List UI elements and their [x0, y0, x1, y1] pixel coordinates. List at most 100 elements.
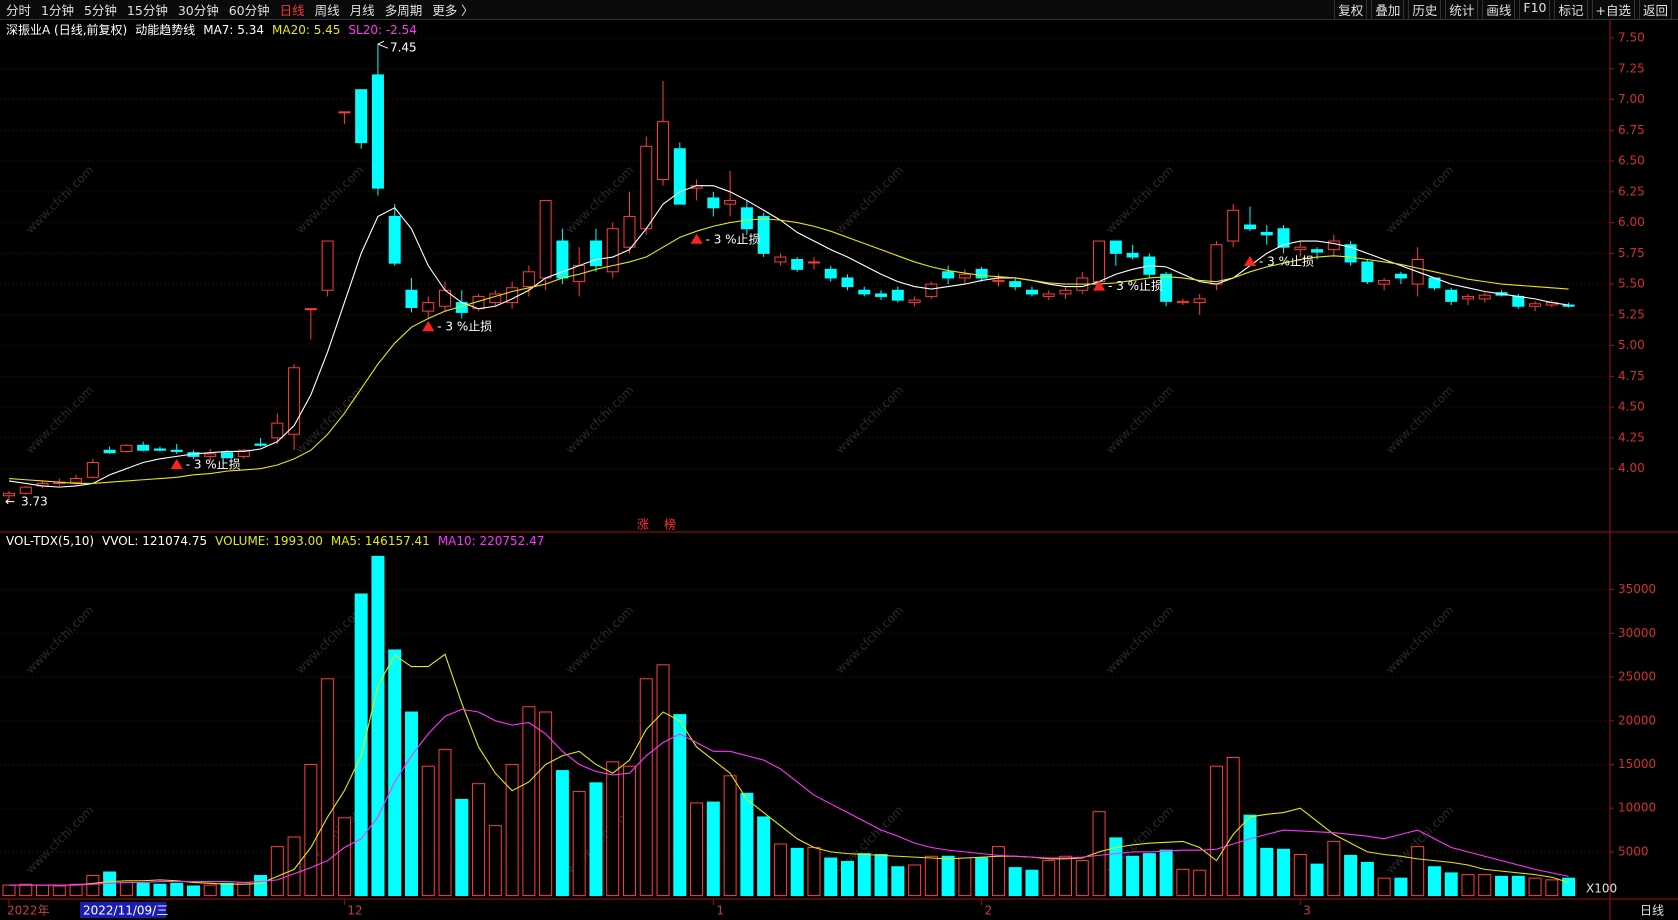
volume-bar — [19, 883, 33, 897]
volume-bar — [1528, 877, 1542, 897]
stop-label: - 3 %止损 — [1259, 254, 1314, 268]
volume-bar — [1495, 875, 1509, 897]
period-tabs: 分时 1分钟 5分钟 15分钟 30分钟 60分钟 日线 周线 月线 多周期 更多 〉 — [0, 0, 480, 19]
candle-body — [841, 277, 854, 288]
indicator-name: 动能趋势线 — [135, 23, 196, 37]
period-tab[interactable]: 60分钟 — [228, 3, 270, 18]
volume-bar — [1427, 866, 1441, 897]
ma-line — [8, 185, 1569, 488]
candle-body — [1109, 240, 1122, 254]
x-tick-label: 3 — [1303, 904, 1311, 918]
candle-body — [153, 448, 166, 451]
tool-button[interactable]: +自选 — [1591, 0, 1635, 20]
candle-body — [925, 283, 938, 297]
volume-bar — [1159, 849, 1173, 897]
ma-line — [8, 218, 1569, 484]
candle-body — [1394, 273, 1407, 279]
candle-body — [86, 462, 99, 478]
tool-button[interactable]: 叠加 — [1371, 0, 1405, 20]
candle-body — [1512, 295, 1525, 307]
candle-body — [1243, 224, 1256, 230]
candle-body — [891, 289, 904, 301]
candle-body — [1160, 273, 1173, 302]
tool-button[interactable]: 标记 — [1554, 0, 1588, 20]
legend-entry: MA10: 220752.47 — [437, 534, 545, 548]
watermark: www.cfchi.com — [563, 603, 637, 677]
candle-body — [1562, 304, 1575, 307]
candle-body — [103, 449, 116, 454]
candle-body — [975, 268, 988, 279]
volume-bar — [1293, 854, 1307, 897]
candle-body — [1361, 261, 1374, 283]
x-tick-label: 2022年 — [7, 904, 50, 918]
candle-body — [1344, 244, 1357, 263]
volume-bar — [304, 763, 318, 897]
period-tab[interactable]: 5分钟 — [83, 3, 117, 18]
volume-bar — [1545, 879, 1559, 897]
tool-button[interactable]: 统计 — [1445, 0, 1479, 20]
volume-bar — [891, 866, 905, 897]
price-legend: 深振业A (日线,前复权) 动能趋势线 MA7: 5.34 MA20: 5.45 SL2… — [6, 21, 417, 38]
candle-body — [1294, 246, 1307, 251]
legend-entry: SL20: -2.54 — [348, 22, 417, 37]
stop-label: - 3 %止损 — [706, 232, 761, 246]
legend-entry: VVOL: 121074.75 — [102, 534, 208, 548]
period-tab[interactable]: 日线 — [279, 3, 305, 18]
y-tick-label: 20000 — [1618, 713, 1656, 727]
y-tick-label: 6.75 — [1618, 123, 1645, 137]
tool-button[interactable]: 返回 — [1638, 0, 1672, 20]
volume-bar — [1193, 869, 1207, 897]
volume-legend: VOL-TDX(5,10) VVOL: 121074.75 VOLUME: 1993… — [6, 534, 544, 548]
period-tab[interactable]: 30分钟 — [177, 3, 219, 18]
tool-button[interactable]: F10 — [1519, 0, 1551, 20]
volume-bar — [924, 855, 938, 897]
period-tab[interactable]: 更多 〉 — [432, 3, 474, 18]
volume-bar — [1008, 867, 1022, 897]
volume-bar — [773, 843, 787, 897]
unit-label: X100 — [1586, 882, 1617, 896]
legend-entry: MA7: 5.34 — [203, 22, 264, 37]
volume-bar — [1360, 861, 1374, 897]
period-tab[interactable]: 周线 — [314, 3, 340, 18]
y-tick-label: 4.75 — [1618, 369, 1645, 383]
volume-bar — [270, 846, 284, 897]
tool-button[interactable]: 复权 — [1334, 0, 1368, 20]
candle-body — [657, 121, 670, 181]
period-tab[interactable]: 15分钟 — [126, 3, 168, 18]
volume-bar — [455, 798, 469, 897]
volume-bar — [790, 847, 804, 897]
tool-buttons: 复权 叠加 历史 统计 画线 F10 标记 +自选 返回 — [1328, 0, 1678, 20]
candle-body — [707, 197, 720, 209]
watermark: www.cfchi.com — [1383, 603, 1457, 677]
candle-body — [1009, 281, 1022, 288]
period-tab[interactable]: 月线 — [349, 3, 375, 18]
stop-marker — [170, 458, 183, 469]
volume-bar — [1260, 847, 1274, 897]
candle-body — [858, 289, 871, 295]
volume-bar — [69, 883, 83, 897]
legend-entry: MA20: 5.45 — [272, 22, 341, 37]
candle-body — [1445, 289, 1458, 302]
tool-button[interactable]: 历史 — [1408, 0, 1442, 20]
y-tick-label: 5.50 — [1618, 277, 1645, 291]
period-tab[interactable]: 分时 — [6, 3, 32, 18]
candle-body — [388, 215, 401, 264]
candle-body — [170, 449, 183, 452]
tool-button[interactable]: 画线 — [1482, 0, 1516, 20]
candle-body — [673, 148, 686, 205]
volume-bar — [421, 765, 435, 897]
volume-bar — [539, 711, 553, 897]
volume-bar — [2, 884, 16, 897]
candle-body — [757, 215, 770, 254]
volume-bar — [606, 761, 620, 897]
board-marker: 榜 — [664, 517, 676, 532]
period-tab[interactable]: 多周期 — [384, 3, 423, 18]
candle-body — [606, 228, 619, 273]
period-tab[interactable]: 1分钟 — [41, 3, 74, 18]
volume-bar — [1226, 756, 1240, 897]
volume-bar — [941, 855, 955, 897]
y-tick-label: 6.25 — [1618, 184, 1645, 198]
volume-bar — [857, 853, 871, 897]
candle-body — [724, 199, 737, 205]
